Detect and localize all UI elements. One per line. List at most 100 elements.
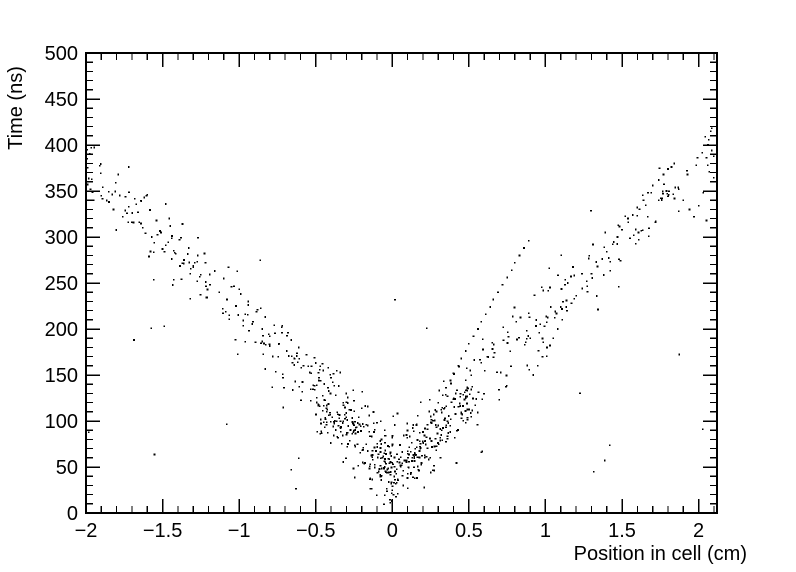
data-point [525, 341, 527, 344]
data-point [440, 408, 442, 411]
data-point [529, 337, 532, 340]
data-point [389, 452, 391, 455]
data-point [527, 335, 530, 337]
data-point [407, 457, 409, 459]
data-point [396, 453, 398, 455]
data-point [131, 212, 134, 214]
data-point [437, 401, 440, 404]
data-point [368, 430, 370, 433]
data-point [590, 272, 593, 275]
data-point [483, 393, 485, 395]
data-point [492, 356, 495, 359]
data-point [453, 397, 455, 400]
data-point [627, 217, 629, 220]
data-point [114, 181, 117, 184]
data-point [710, 130, 712, 133]
data-point [641, 194, 644, 196]
data-point [468, 393, 471, 396]
data-point [286, 334, 288, 337]
data-point [268, 333, 270, 336]
data-point [435, 426, 438, 429]
data-point [178, 238, 181, 241]
data-point [468, 342, 470, 345]
data-point [384, 449, 386, 452]
y-tick-label: 300 [45, 227, 78, 249]
data-point [298, 385, 301, 388]
data-point [634, 228, 637, 231]
data-point [601, 258, 603, 260]
data-point [470, 388, 473, 391]
data-point [376, 446, 379, 448]
data-point [423, 434, 426, 437]
data-point [379, 473, 381, 476]
data-point [370, 454, 373, 457]
data-point [179, 265, 181, 267]
data-point [449, 431, 452, 433]
data-point [319, 365, 322, 368]
data-point [417, 468, 420, 471]
data-point [127, 221, 130, 224]
data-point [330, 376, 332, 379]
data-point [376, 421, 378, 424]
data-point [463, 398, 466, 401]
data-point [163, 251, 166, 253]
data-point [384, 441, 386, 444]
data-point [323, 383, 326, 385]
data-point [415, 453, 417, 456]
data-point [411, 427, 414, 429]
data-point [151, 236, 153, 238]
data-point [354, 426, 357, 429]
data-point [471, 409, 474, 412]
data-point [344, 417, 346, 420]
data-point [459, 405, 462, 407]
data-point [315, 401, 318, 404]
data-point [371, 456, 373, 458]
data-point [440, 434, 443, 436]
data-point [453, 437, 456, 439]
data-point [618, 258, 620, 261]
data-point [389, 471, 392, 473]
data-point [372, 422, 375, 425]
data-point [172, 250, 175, 252]
data-point [458, 366, 460, 368]
data-point [325, 404, 328, 407]
data-point [268, 335, 271, 338]
data-point [163, 325, 166, 327]
data-point [472, 335, 475, 338]
data-point [390, 481, 393, 484]
data-point [406, 436, 409, 439]
data-point [259, 307, 262, 310]
data-point [428, 410, 431, 413]
data-point [450, 401, 453, 404]
data-point [413, 457, 416, 459]
data-point [407, 487, 409, 490]
data-point [586, 290, 589, 293]
data-point [566, 309, 568, 312]
data-point [635, 242, 637, 245]
data-point [384, 470, 387, 473]
data-point [86, 149, 89, 151]
data-point [471, 386, 473, 388]
data-point [301, 390, 304, 393]
data-point [561, 308, 563, 310]
data-point [466, 395, 468, 398]
data-point [330, 442, 332, 444]
data-point [341, 434, 344, 437]
data-point [453, 373, 455, 375]
data-point [170, 258, 173, 260]
data-point [477, 391, 480, 394]
data-point [252, 320, 254, 323]
data-point [636, 206, 639, 209]
data-point [368, 467, 371, 470]
data-point [557, 274, 559, 277]
data-point [561, 318, 564, 321]
data-point [425, 443, 427, 446]
data-point [565, 306, 568, 308]
data-point [449, 379, 452, 382]
data-point [425, 436, 428, 438]
data-point [435, 445, 438, 448]
data-point [436, 432, 439, 435]
data-point [410, 441, 413, 444]
data-point [491, 341, 494, 344]
data-point [290, 339, 293, 341]
